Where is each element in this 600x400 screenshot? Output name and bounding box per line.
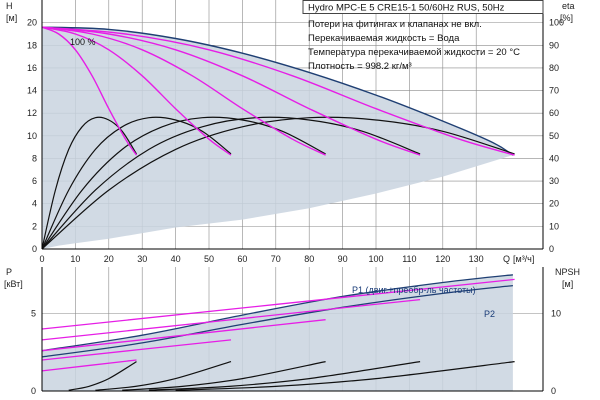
power-envelope-fill	[42, 274, 513, 391]
y-axis-label-left: H	[6, 1, 13, 11]
efficiency-curve	[41, 116, 232, 250]
qh-y2-tick-label: 50	[549, 131, 559, 141]
p1-series-label: P1 (двиг.+преобр-ль частоты)	[352, 285, 476, 295]
head-curve-100	[41, 26, 421, 156]
chart-title: Hydro MPC-E 5 CRE15-1 50/60Hz RUS, 50Hz	[308, 3, 505, 14]
qh-y2-tick-label: 60	[549, 108, 559, 118]
x-axis-label: Q	[503, 254, 510, 264]
qh-x-tick-label: 50	[204, 254, 214, 264]
qh-y-tick-label: 20	[27, 18, 37, 28]
qh-envelope-line	[41, 26, 514, 156]
info-line: Потери на фитингах и клапанах не вкл.	[308, 19, 482, 30]
power-curve-100	[41, 339, 232, 361]
y-axis-unit-left: [м]	[6, 13, 17, 23]
power-y-tick-label: 5	[31, 309, 36, 319]
qh-tick-labels: 0 10 20 30 40 50 60 70 80 90 100 110 120 130024681012…	[27, 18, 564, 264]
qh-x-tick-label: 70	[271, 254, 281, 264]
qh-y-tick-label: 0	[32, 244, 37, 254]
qh-y2-tick-label: 90	[549, 40, 559, 50]
qh-y-tick-label: 16	[27, 63, 37, 73]
qh-y-tick-label: 14	[27, 86, 37, 96]
power-y-tick-label: 0	[31, 386, 36, 396]
power-tick-labels: 0 5 0 10	[31, 309, 561, 397]
qh-y2-tick-label: 100	[549, 18, 564, 28]
qh-x-tick-label: 60	[237, 254, 247, 264]
power-curve-100	[41, 359, 137, 372]
p-axis-unit: [кВт]	[4, 279, 23, 289]
qh-x-tick-label: 130	[469, 254, 484, 264]
npsh-curve	[68, 361, 137, 391]
qh-x-tick-label: 110	[402, 254, 416, 264]
power-npsh-chart: 0 5 0 10 P [кВт] NPSH [м] P1 (двиг.+преобр-…	[4, 267, 580, 396]
npsh-curve	[148, 361, 421, 391]
npsh-y-tick-label: 0	[551, 386, 556, 396]
qh-y2-tick-label: 80	[549, 63, 559, 73]
power-curve-100	[41, 319, 326, 352]
qh-x-tick-label: 10	[70, 254, 80, 264]
power-envelope-area	[41, 274, 513, 391]
qh-y2-tick-label: 70	[549, 86, 559, 96]
qh-x-tick-label: 120	[435, 254, 450, 264]
qh-axes	[41, 0, 544, 250]
qh-y-tick-label: 4	[32, 199, 37, 209]
qh-x-tick-label: 0	[39, 254, 44, 264]
qh-x-tick-label: 80	[304, 254, 314, 264]
qh-y-tick-label: 2	[32, 221, 37, 231]
qh-envelope-fill	[42, 27, 513, 250]
qh-y-tick-label: 6	[32, 176, 37, 186]
power-curve-100	[41, 278, 515, 330]
qh-y2-tick-label: 10	[549, 221, 559, 231]
npsh-curves	[68, 361, 515, 391]
p-axis-label: P	[6, 267, 12, 277]
head-curve-100	[41, 26, 232, 156]
npsh-axis-label: NPSH	[555, 267, 580, 277]
power-curve-100	[41, 298, 421, 341]
qh-y2-tick-label: 20	[549, 199, 559, 209]
qh-y-tick-label: 10	[27, 131, 37, 141]
efficiency-curve	[41, 116, 515, 250]
head-curve-100	[41, 26, 138, 156]
npsh-axis-unit: [м]	[562, 279, 573, 289]
qh-y-tick-label: 8	[32, 153, 37, 163]
qh-x-tick-label: 20	[104, 254, 114, 264]
info-line: Температура перекачиваемой жидкости = 20…	[308, 47, 520, 58]
p2-series-label: P2	[484, 309, 495, 319]
speed-annotation: 100 %	[70, 37, 96, 47]
npsh-curve	[122, 361, 326, 391]
y-axis-unit-right: [%]	[560, 13, 573, 23]
qh-y-tick-label: 12	[27, 108, 37, 118]
qh-x-tick-label: 90	[338, 254, 348, 264]
x-axis-unit: [м³/ч]	[513, 254, 534, 264]
head-curve-100	[41, 26, 326, 156]
npsh-curve	[95, 361, 232, 391]
qh-envelope-area	[41, 26, 514, 250]
power-axes	[41, 267, 544, 392]
efficiency-curve	[41, 116, 421, 250]
info-line: Перекачиваемая жидкость = Вода	[308, 33, 460, 44]
info-box-frame	[302, 0, 544, 14]
qh-y-tick-label: 18	[27, 40, 37, 50]
npsh-curve	[175, 361, 515, 391]
qh-x-tick-label: 30	[137, 254, 147, 264]
efficiency-curve	[41, 116, 326, 250]
p2-envelope-line	[41, 284, 513, 358]
qh-chart: 0 10 20 30 40 50 60 70 80 90 100 110 120 130024681012…	[6, 0, 575, 264]
head-curve-100	[41, 26, 515, 156]
npsh-y-tick-label: 10	[551, 309, 561, 319]
qh-head-curves	[41, 26, 515, 156]
qh-x-tick-label: 100	[368, 254, 383, 264]
info-line: Плотность = 998.2 кг/м³	[308, 61, 412, 72]
qh-y2-tick-label: 30	[549, 176, 559, 186]
power-curves	[41, 278, 515, 372]
p1-envelope-line	[41, 274, 513, 352]
qh-x-tick-label: 40	[171, 254, 181, 264]
y-axis-label-right: eta	[562, 1, 575, 11]
qh-y2-tick-label: 40	[549, 153, 559, 163]
qh-efficiency-curves	[41, 116, 515, 250]
qh-y2-tick-label: 0	[549, 244, 554, 254]
